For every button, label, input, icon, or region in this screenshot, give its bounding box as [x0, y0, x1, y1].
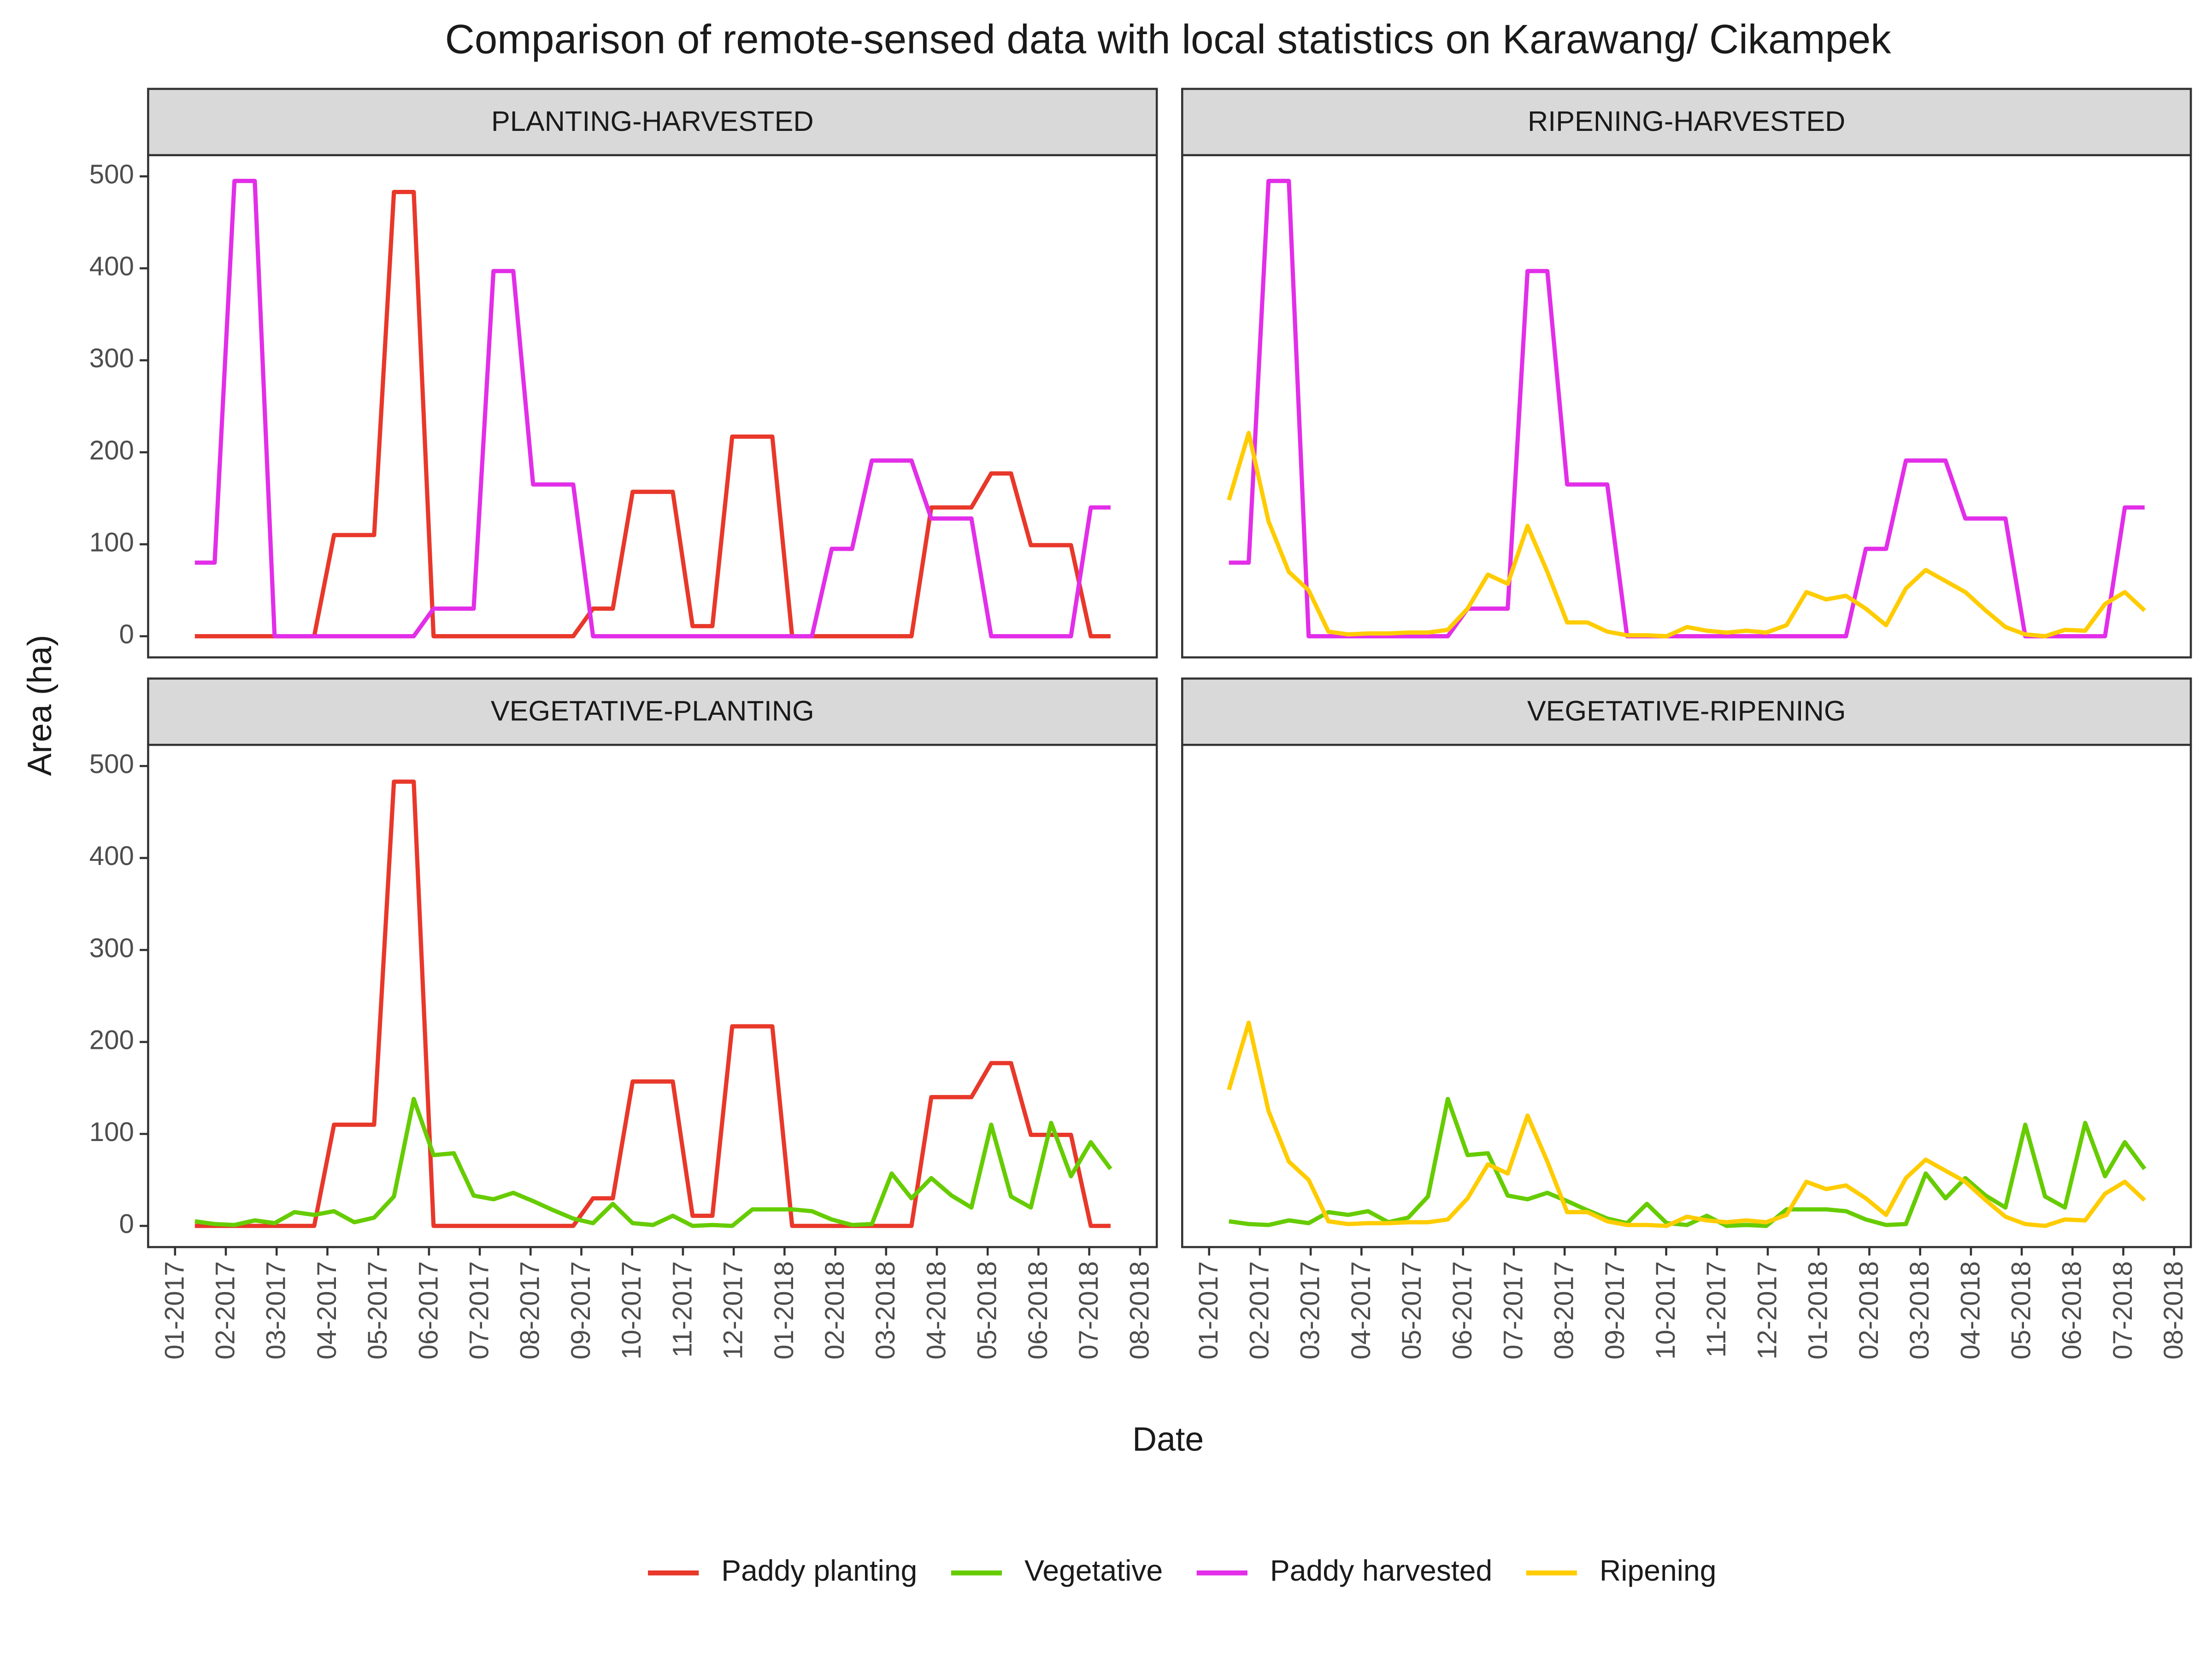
legend-label: Paddy planting: [721, 1554, 917, 1587]
x-tick-label: 06-2018: [1023, 1261, 1053, 1359]
y-tick-label: 100: [89, 527, 134, 557]
y-tick-label: 0: [119, 619, 134, 649]
legend-label: Paddy harvested: [1270, 1554, 1492, 1587]
series-line: [194, 179, 1111, 639]
x-tick-label: 09-2017: [1600, 1261, 1630, 1359]
x-tick-label: 01-2018: [769, 1261, 799, 1359]
series-line: [1229, 1097, 2147, 1228]
y-tick-label: 400: [89, 841, 134, 871]
x-tick-label: 01-2017: [159, 1261, 189, 1359]
x-tick-label: 03-2018: [1905, 1261, 1935, 1359]
panel-border: [1181, 744, 2192, 1248]
series-line: [194, 1097, 1112, 1228]
x-tick-label: 07-2018: [2108, 1261, 2138, 1359]
x-tick-label: 06-2017: [1447, 1261, 1477, 1359]
strip: [1181, 88, 2192, 157]
x-tick-label: 04-2018: [921, 1261, 951, 1359]
panel-title: VEGETATIVE-PLANTING: [491, 695, 814, 727]
x-tick-label: 06-2017: [413, 1261, 443, 1359]
x-tick-label: 07-2017: [1498, 1261, 1528, 1359]
x-tick-label: 12-2017: [718, 1261, 748, 1359]
x-tick-label: 02-2018: [1854, 1261, 1884, 1359]
x-tick-label: 10-2017: [1651, 1261, 1681, 1359]
panel-title: PLANTING-HARVESTED: [491, 106, 814, 137]
panel-border: [1181, 154, 2192, 659]
series-line: [1227, 430, 2146, 639]
plot-area: [1182, 745, 2191, 1247]
series-line: [1229, 179, 2145, 639]
x-tick-label: 07-2017: [465, 1261, 494, 1359]
panel: VEGETATIVE-PLANTING 0 100 200 300 400 500 01-20…: [89, 677, 1158, 1359]
x-tick-label: 01-2018: [1803, 1261, 1833, 1359]
panel-border: [147, 744, 1158, 1248]
series-line: [194, 189, 1111, 639]
y-tick-label: 500: [89, 159, 134, 189]
x-tick-label: 03-2017: [1295, 1261, 1325, 1359]
x-tick-label: 02-2018: [820, 1261, 850, 1359]
y-tick-label: 300: [89, 343, 134, 373]
plot-area: [148, 155, 1157, 658]
series-line: [194, 779, 1111, 1228]
x-tick-label: 08-2017: [515, 1261, 545, 1359]
x-tick-label: 01-2017: [1194, 1261, 1224, 1359]
series-line: [1227, 1020, 2146, 1228]
plot-area: [1182, 155, 2191, 658]
legend: Paddy planting Vegetative Paddy harvested R…: [648, 1554, 1717, 1587]
panel: VEGETATIVE-RIPENING 01-2017 02-2017 03-2017…: [1181, 677, 2192, 1359]
x-tick-label: 05-2018: [972, 1261, 1002, 1359]
x-tick-label: 08-2018: [2159, 1261, 2188, 1359]
legend-label: Vegetative: [1024, 1554, 1163, 1587]
x-tick-label: 08-2018: [1124, 1261, 1154, 1359]
x-tick-label: 04-2017: [1346, 1261, 1376, 1359]
x-tick-label: 02-2017: [210, 1261, 240, 1359]
x-tick-label: 05-2017: [363, 1261, 393, 1359]
x-tick-label: 11-2017: [1701, 1261, 1731, 1358]
panel-title: RIPENING-HARVESTED: [1528, 106, 1845, 137]
x-tick-label: 08-2017: [1549, 1261, 1579, 1359]
y-tick-label: 100: [89, 1117, 134, 1147]
panel: PLANTING-HARVESTED 0 100 200 300 400 500: [89, 88, 1158, 659]
x-tick-label: 11-2017: [667, 1261, 697, 1358]
x-tick-label: 09-2017: [566, 1261, 596, 1359]
x-tick-label: 03-2017: [261, 1261, 291, 1359]
panel-border: [147, 154, 1158, 659]
x-tick-label: 05-2018: [2006, 1261, 2036, 1359]
y-tick-label: 500: [89, 749, 134, 779]
x-tick-label: 12-2017: [1752, 1261, 1782, 1359]
x-tick-label: 10-2017: [617, 1261, 647, 1359]
x-tick-label: 03-2018: [871, 1261, 900, 1359]
x-tick-label: 06-2018: [2057, 1261, 2087, 1359]
x-tick-label: 04-2018: [1955, 1261, 1985, 1359]
y-tick-label: 300: [89, 933, 134, 963]
y-tick-label: 0: [119, 1209, 134, 1239]
strip: [147, 88, 1158, 157]
x-tick-label: 07-2018: [1074, 1261, 1104, 1359]
chart-title: Comparison of remote-sensed data with lo…: [445, 16, 1891, 62]
strip: [147, 677, 1158, 746]
x-tick-label: 05-2017: [1397, 1261, 1427, 1359]
panel: RIPENING-HARVESTED: [1181, 88, 2192, 659]
x-axis-label: Date: [1132, 1420, 1204, 1458]
x-tick-label: 04-2017: [312, 1261, 342, 1359]
y-axis-label: Area (ha): [20, 635, 59, 776]
legend-label: Ripening: [1600, 1554, 1717, 1587]
y-tick-label: 400: [89, 252, 134, 282]
panel-title: VEGETATIVE-RIPENING: [1527, 695, 1846, 727]
x-tick-label: 02-2017: [1244, 1261, 1274, 1359]
y-tick-label: 200: [89, 1025, 134, 1055]
y-tick-label: 200: [89, 435, 134, 465]
plot-area: [148, 745, 1157, 1247]
